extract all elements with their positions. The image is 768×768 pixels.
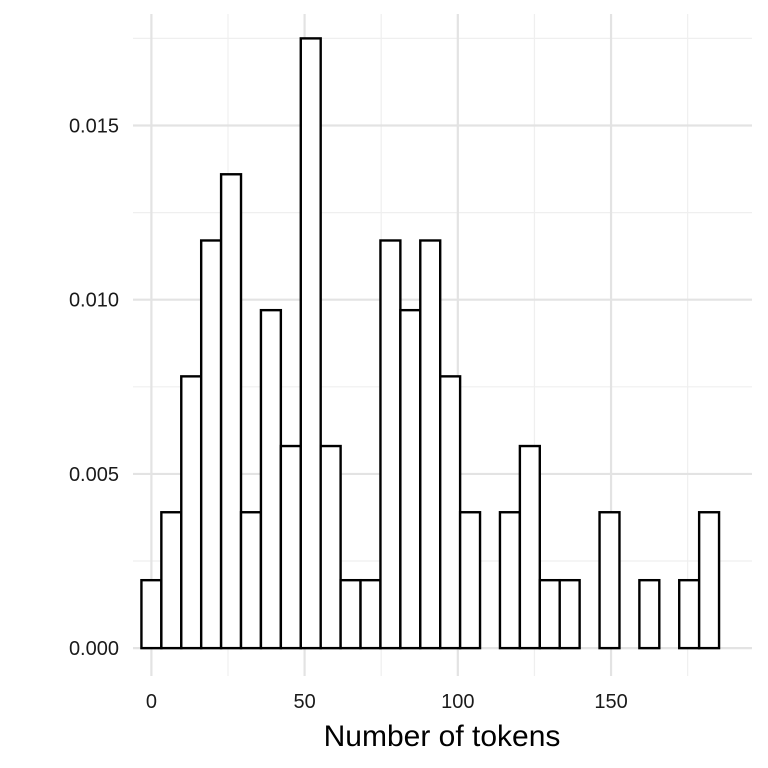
histogram-bar — [180, 375, 203, 650]
histogram-bar — [199, 239, 223, 650]
histogram-bar — [399, 308, 422, 650]
y-tick-label: 0.015 — [69, 115, 119, 137]
histogram-bar — [697, 511, 721, 650]
y-axis-ticks: 0.000 0.005 0.010 0.015 — [69, 115, 119, 660]
x-tick-label: 50 — [293, 691, 315, 713]
x-tick-label: 0 — [146, 691, 157, 713]
histogram-bar — [259, 308, 283, 650]
x-axis-title: Number of tokens — [324, 720, 561, 753]
y-tick-label: 0.010 — [69, 290, 119, 312]
histogram-bar — [598, 511, 621, 650]
histogram-bar — [518, 444, 541, 650]
histogram-bar — [319, 444, 342, 650]
y-tick-label: 0.000 — [69, 638, 119, 660]
histogram-bar — [538, 578, 561, 650]
histogram-bar — [419, 239, 442, 650]
x-axis-ticks: 0 50 100 150 — [146, 691, 628, 713]
histogram-bar — [558, 578, 581, 650]
histogram-bar — [279, 444, 302, 650]
histogram-bar — [219, 173, 243, 650]
histogram-bar — [299, 37, 322, 650]
histogram-bar — [439, 375, 462, 650]
histogram-bar — [359, 578, 382, 650]
bars — [140, 37, 721, 650]
histogram-bar — [379, 239, 402, 650]
x-tick-label: 100 — [441, 691, 474, 713]
histogram-bar — [140, 578, 163, 650]
histogram-bar — [160, 511, 183, 650]
histogram-bar — [239, 511, 263, 650]
histogram-bar — [498, 511, 522, 650]
x-tick-label: 150 — [594, 691, 627, 713]
histogram-bar — [458, 511, 482, 650]
histogram-bar — [339, 578, 362, 650]
histogram-bar — [678, 578, 701, 650]
histogram-bar — [638, 578, 661, 650]
y-tick-label: 0.005 — [69, 464, 119, 486]
